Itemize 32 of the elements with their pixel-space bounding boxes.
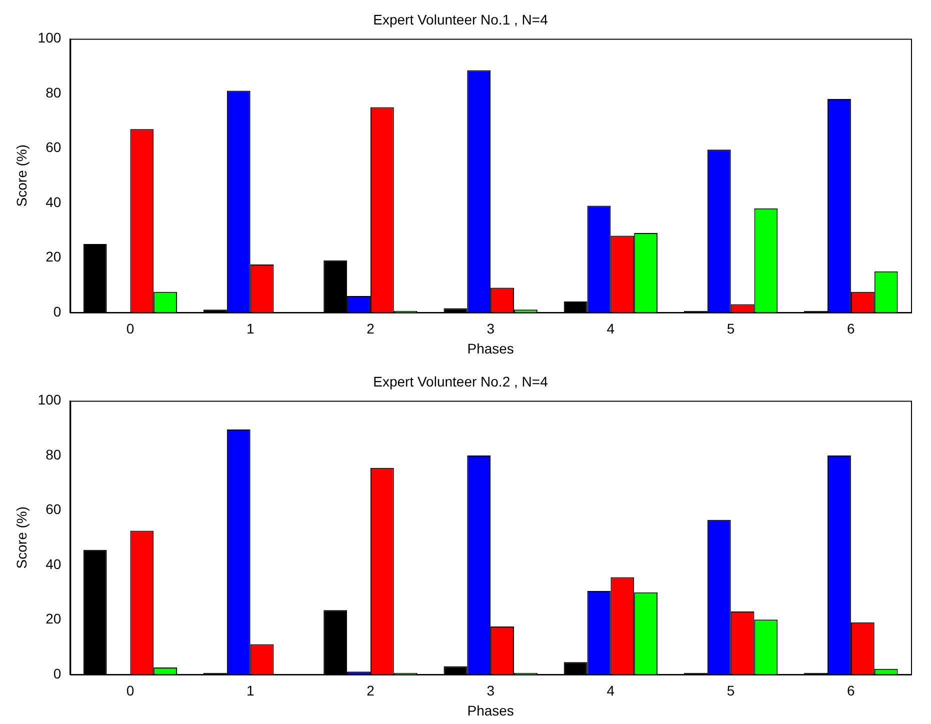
y-tick-label: 0 — [53, 665, 62, 682]
y-tick-label: 40 — [46, 194, 62, 210]
chart-title: Expert Volunteer No.1 , N=4 — [373, 11, 548, 28]
x-tick-label: 1 — [246, 682, 254, 699]
y-tick-label: 100 — [38, 30, 62, 46]
x-tick-label: 4 — [606, 320, 615, 337]
x-axis-title: Phases — [467, 702, 514, 718]
y-tick-label: 20 — [46, 610, 62, 627]
x-axis-title: Phases — [467, 340, 514, 356]
y-tick-label: 40 — [46, 556, 62, 572]
y-tick-label: 100 — [38, 392, 62, 408]
x-tick-label: 6 — [847, 320, 856, 337]
x-tick-label: 5 — [726, 682, 735, 699]
x-tick-label: 0 — [126, 682, 134, 699]
y-tick-label: 60 — [46, 501, 62, 518]
y-axis-title: Score (%) — [13, 144, 30, 207]
x-tick-label: 5 — [726, 320, 735, 337]
y-tick-label: 0 — [53, 303, 62, 320]
y-tick-label: 60 — [46, 139, 62, 156]
x-tick-label: 4 — [606, 682, 615, 699]
y-tick-label: 80 — [46, 446, 62, 462]
y-tick-label: 20 — [46, 248, 62, 265]
x-tick-label: 6 — [847, 682, 856, 699]
y-tick-label: 80 — [46, 84, 62, 100]
chart-title: Expert Volunteer No.2 , N=4 — [373, 373, 548, 390]
x-tick-label: 2 — [366, 682, 375, 699]
x-tick-label: 1 — [246, 320, 254, 337]
y-axis-title: Score (%) — [13, 506, 30, 569]
x-tick-label: 3 — [486, 682, 495, 699]
x-tick-label: 0 — [126, 320, 134, 337]
x-tick-label: 3 — [486, 320, 495, 337]
x-tick-label: 2 — [366, 320, 375, 337]
